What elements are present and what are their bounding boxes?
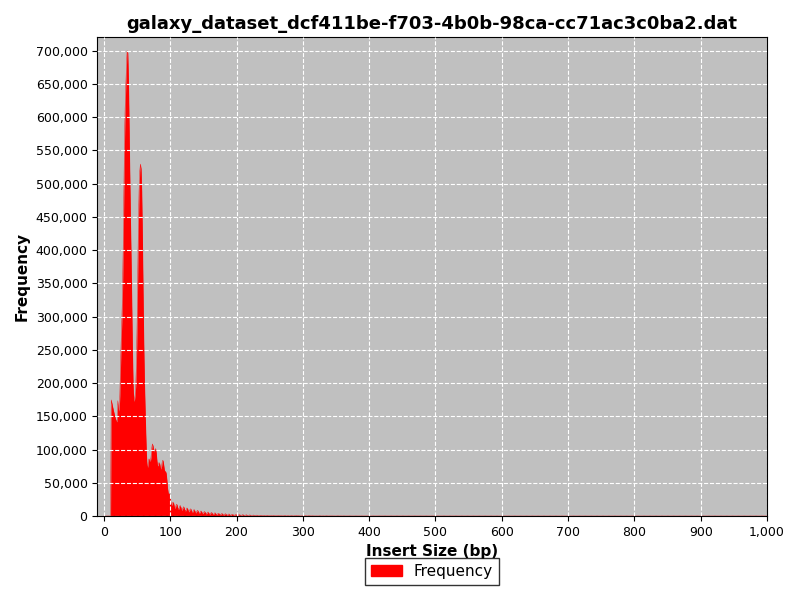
Legend: Frequency: Frequency xyxy=(365,558,499,585)
Title: galaxy_dataset_dcf411be-f703-4b0b-98ca-cc71ac3c0ba2.dat: galaxy_dataset_dcf411be-f703-4b0b-98ca-c… xyxy=(126,15,738,33)
X-axis label: Insert Size (bp): Insert Size (bp) xyxy=(366,544,498,559)
Y-axis label: Frequency: Frequency xyxy=(15,232,30,321)
